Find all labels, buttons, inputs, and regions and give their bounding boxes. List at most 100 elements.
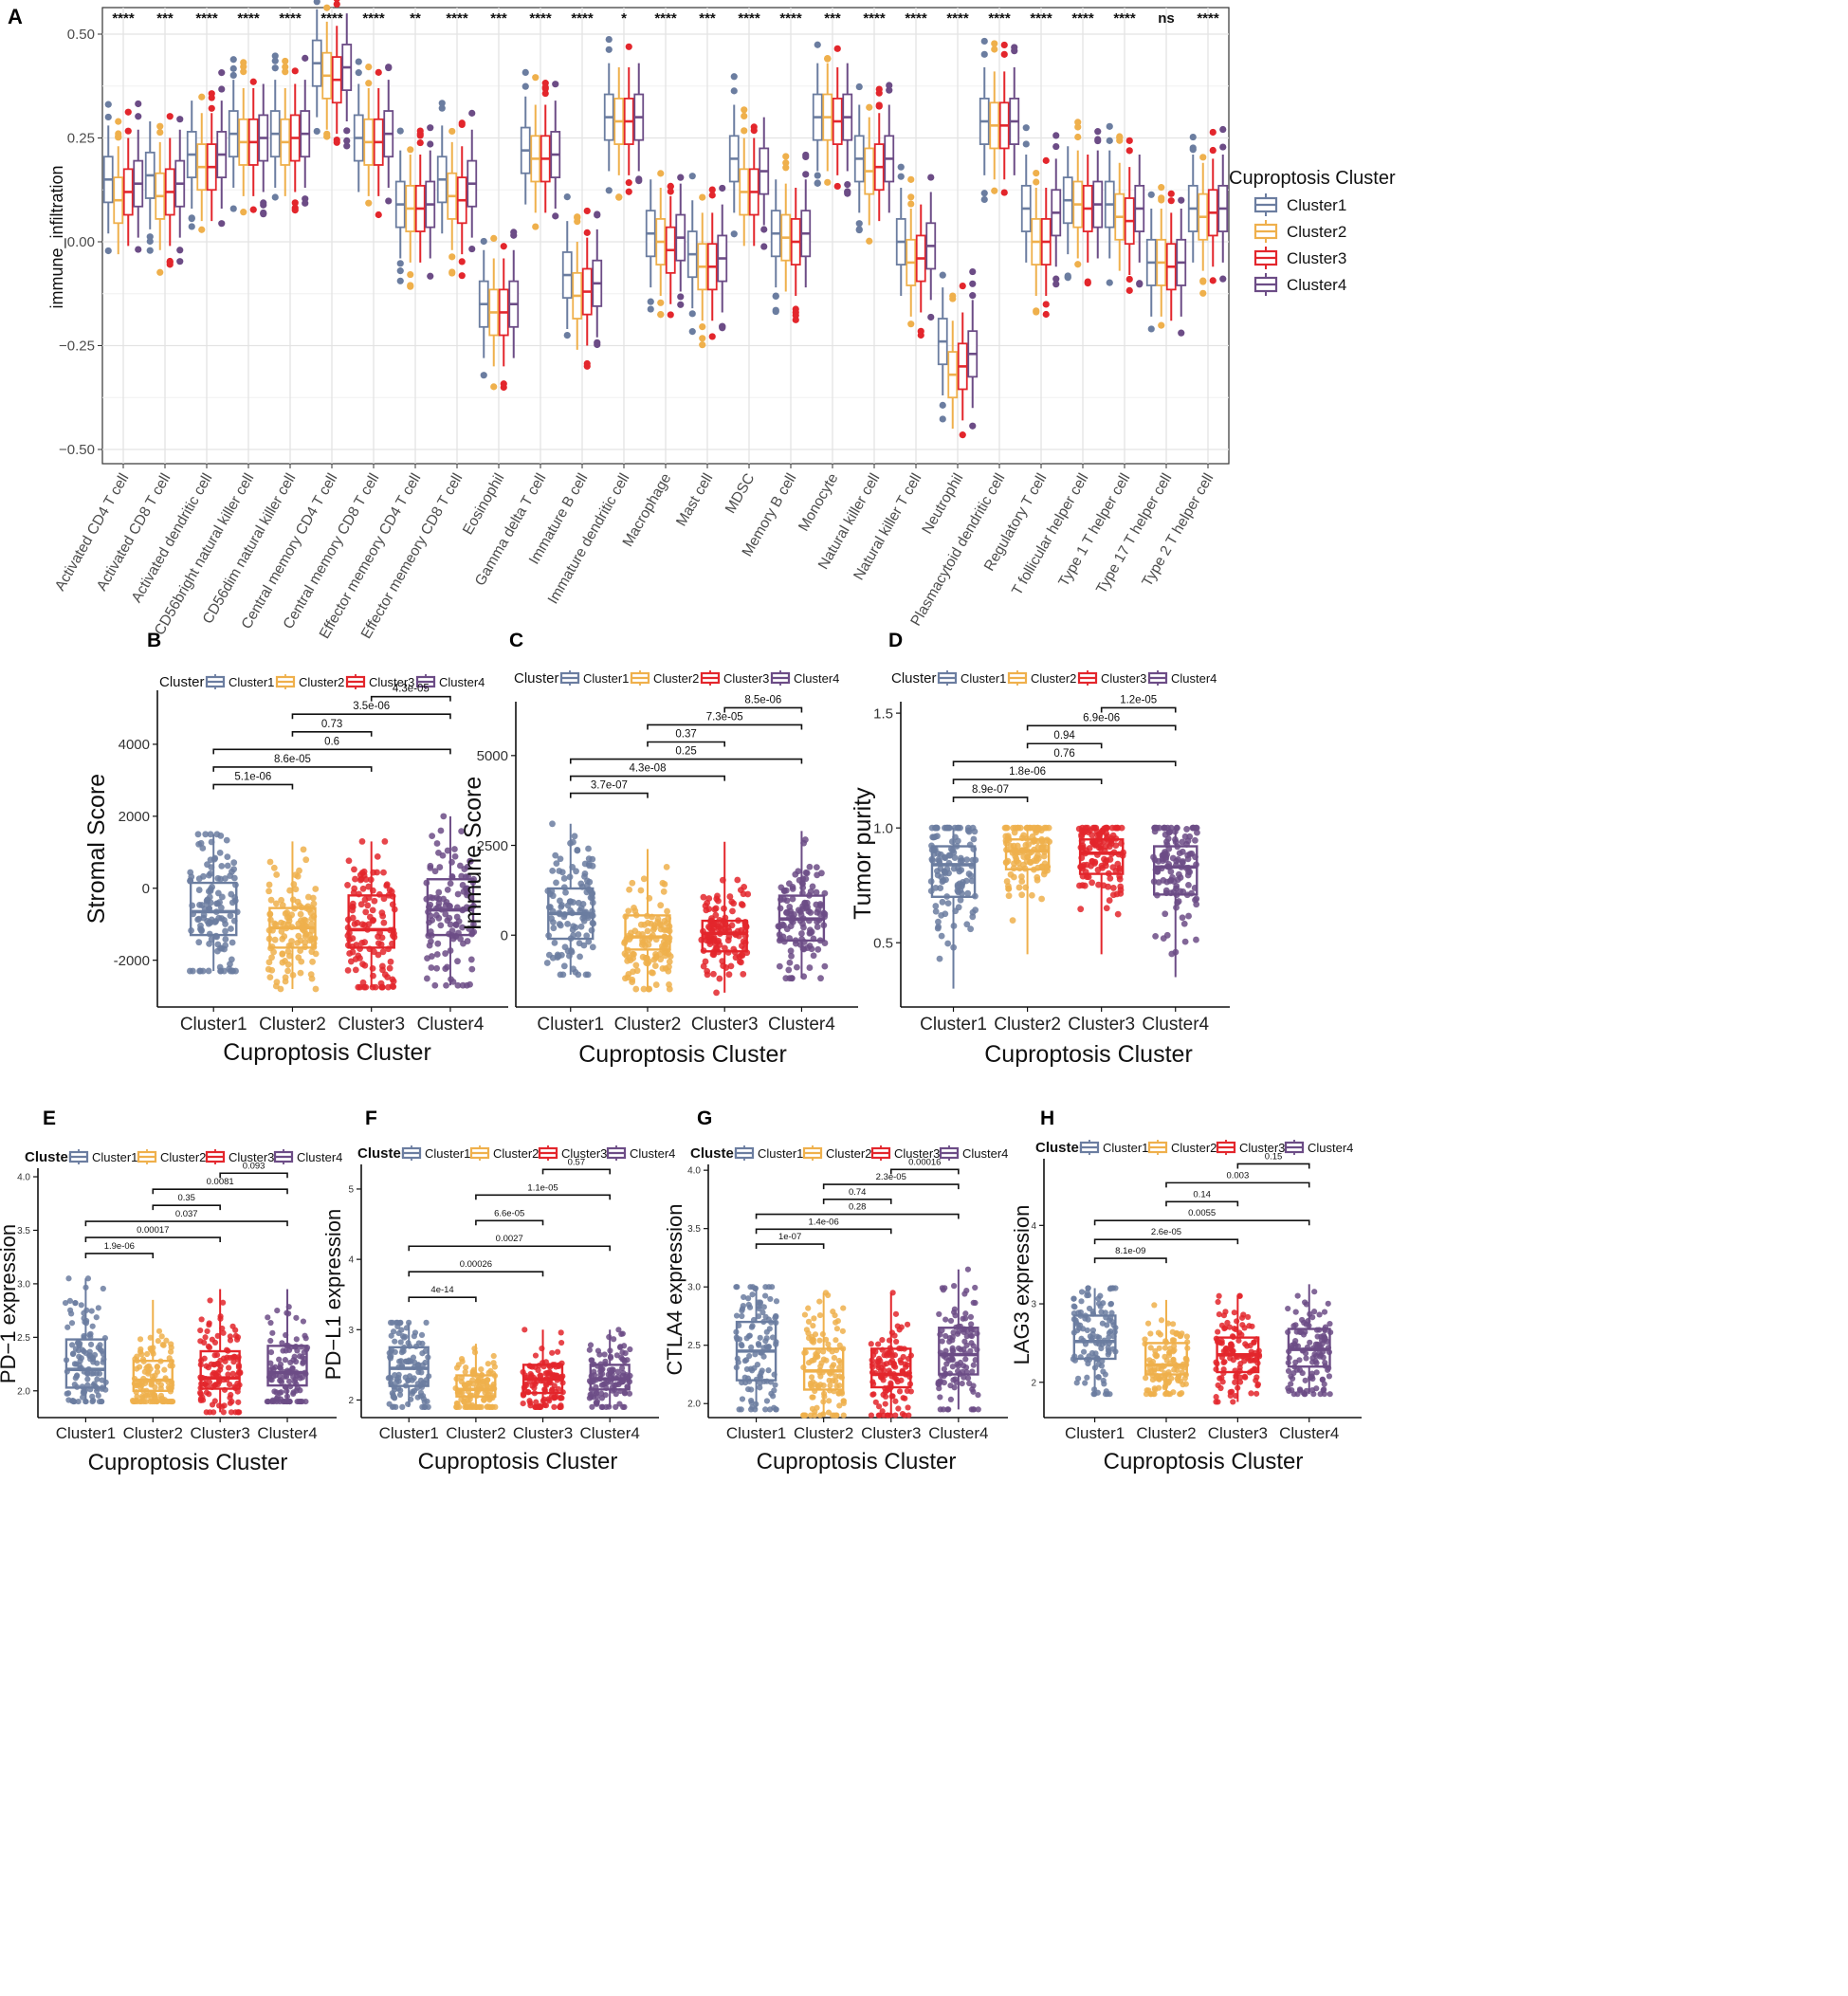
data-point bbox=[769, 1334, 777, 1341]
data-point bbox=[868, 1341, 874, 1347]
outlier-point bbox=[814, 172, 821, 179]
data-point bbox=[228, 925, 234, 932]
data-point bbox=[644, 955, 650, 962]
data-point bbox=[1302, 1377, 1308, 1383]
data-point bbox=[551, 939, 558, 946]
data-point bbox=[821, 962, 829, 970]
data-point bbox=[791, 911, 797, 918]
data-point bbox=[970, 1406, 978, 1413]
outlier-point bbox=[313, 127, 320, 136]
data-point bbox=[1023, 858, 1031, 865]
data-point bbox=[1030, 824, 1037, 832]
data-point bbox=[888, 1357, 896, 1364]
data-point bbox=[312, 950, 320, 958]
data-point bbox=[284, 948, 292, 955]
data-point bbox=[396, 1358, 403, 1364]
data-point bbox=[299, 1374, 306, 1381]
data-point bbox=[375, 933, 381, 941]
x-tick-label: Cluster2 bbox=[614, 1015, 682, 1035]
data-point bbox=[1089, 857, 1096, 865]
data-point bbox=[802, 869, 810, 876]
data-point bbox=[954, 837, 961, 845]
data-point bbox=[346, 936, 353, 943]
data-point bbox=[1009, 917, 1016, 925]
data-point bbox=[786, 975, 794, 982]
data-point bbox=[957, 896, 964, 904]
data-point bbox=[787, 947, 795, 955]
data-point bbox=[1171, 1343, 1178, 1349]
data-point bbox=[739, 1312, 745, 1320]
data-point bbox=[626, 886, 633, 893]
data-point bbox=[81, 1334, 87, 1341]
outlier-point bbox=[772, 307, 779, 316]
data-point bbox=[265, 1398, 272, 1405]
y-axis-title: immune_infiltration bbox=[47, 165, 67, 308]
p-value-label: 0.73 bbox=[321, 719, 342, 730]
data-point bbox=[1169, 1321, 1177, 1328]
data-point bbox=[1107, 1301, 1114, 1308]
outlier-point bbox=[677, 174, 685, 181]
data-point bbox=[226, 1364, 232, 1371]
p-value-label: 0.0081 bbox=[207, 1177, 234, 1187]
data-point bbox=[82, 1387, 88, 1394]
data-point bbox=[312, 985, 320, 993]
data-point bbox=[928, 855, 936, 863]
data-point bbox=[621, 1389, 629, 1396]
data-point bbox=[574, 847, 581, 854]
data-point bbox=[807, 909, 814, 916]
comparison-bracket bbox=[1093, 1219, 1310, 1226]
data-point bbox=[799, 875, 807, 883]
outlier-point bbox=[458, 258, 466, 266]
data-point bbox=[297, 947, 304, 954]
data-point bbox=[1313, 1369, 1320, 1376]
data-point bbox=[62, 1299, 69, 1307]
data-point bbox=[208, 838, 215, 846]
data-point bbox=[299, 1398, 305, 1405]
data-point bbox=[757, 1384, 763, 1391]
data-point bbox=[786, 959, 794, 966]
data-point bbox=[1305, 1318, 1311, 1325]
data-point bbox=[589, 919, 596, 926]
outlier-point bbox=[355, 58, 362, 65]
data-point bbox=[161, 1366, 168, 1373]
data-point bbox=[1078, 1298, 1085, 1305]
data-point bbox=[206, 940, 213, 947]
data-point bbox=[390, 1328, 397, 1335]
data-point bbox=[1099, 1358, 1106, 1364]
data-point bbox=[651, 924, 658, 931]
data-point bbox=[157, 1385, 164, 1392]
data-point bbox=[889, 1290, 896, 1296]
outlier-point bbox=[1219, 125, 1227, 134]
data-point bbox=[735, 1359, 741, 1365]
outlier-point bbox=[939, 271, 946, 279]
data-point bbox=[63, 1357, 70, 1364]
data-point bbox=[1162, 838, 1170, 846]
outlier-point bbox=[772, 292, 779, 300]
data-point bbox=[1107, 1328, 1114, 1335]
x-tick-label: Cluster4 bbox=[928, 1424, 988, 1442]
data-point bbox=[946, 1370, 953, 1377]
data-point bbox=[962, 1315, 969, 1322]
outlier-point bbox=[708, 333, 716, 340]
data-point bbox=[1224, 1319, 1231, 1327]
data-point bbox=[292, 886, 300, 893]
data-point bbox=[398, 1349, 406, 1356]
data-point bbox=[840, 1412, 847, 1419]
outlier-point bbox=[1125, 147, 1133, 155]
data-point bbox=[308, 921, 315, 927]
data-point bbox=[428, 964, 435, 971]
data-point bbox=[657, 956, 665, 963]
data-point bbox=[133, 1388, 139, 1396]
data-point bbox=[1217, 1384, 1224, 1392]
data-point bbox=[1174, 843, 1181, 851]
data-point bbox=[278, 896, 285, 904]
outlier-point bbox=[176, 116, 184, 123]
data-point bbox=[947, 1396, 955, 1402]
outlier-point bbox=[323, 4, 331, 11]
data-point bbox=[279, 935, 286, 943]
outlier-point bbox=[188, 223, 195, 230]
data-point bbox=[433, 894, 440, 902]
data-point bbox=[345, 857, 353, 865]
data-point bbox=[762, 1338, 769, 1345]
data-point bbox=[434, 940, 442, 947]
